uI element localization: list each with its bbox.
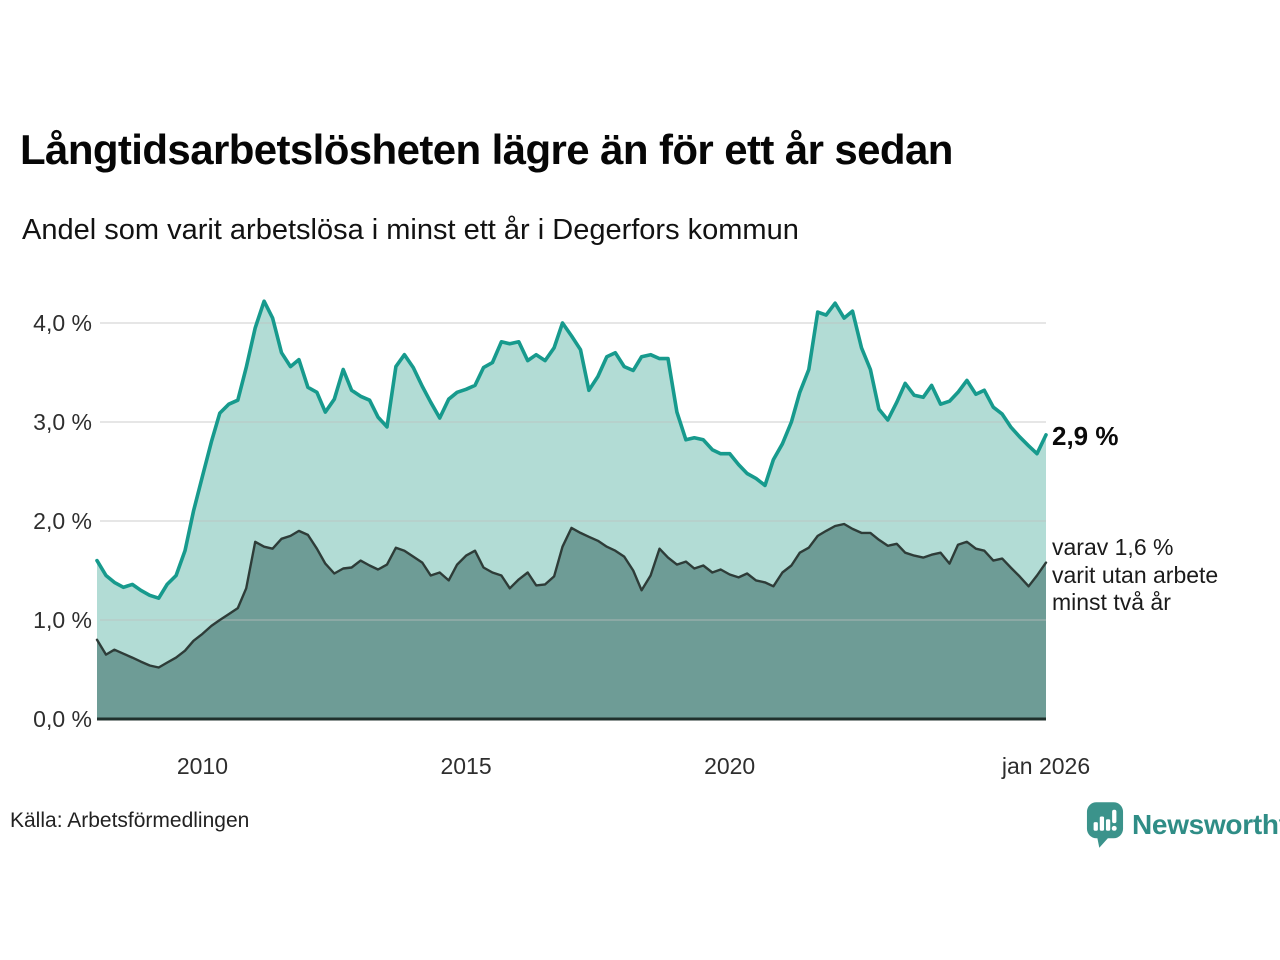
newsworthy-logo[interactable]: Newsworthy bbox=[1086, 801, 1280, 849]
x-tick-label: 2020 bbox=[704, 753, 756, 779]
newsworthy-logo-text: Newsworthy bbox=[1132, 809, 1280, 840]
y-tick-label: 1,0 % bbox=[33, 607, 92, 633]
two-year-area-fill bbox=[97, 524, 1046, 719]
y-tick-label: 0,0 % bbox=[33, 706, 92, 732]
two-year-note-line2: varit utan arbete bbox=[1052, 561, 1219, 588]
two-year-series-note: varav 1,6 % varit utan arbete minst två … bbox=[1052, 534, 1218, 617]
newsworthy-logo-icon bbox=[1086, 802, 1124, 848]
page-title: Långtidsarbetslösheten lägre än för ett … bbox=[20, 126, 953, 173]
x-tick-label: jan 2026 bbox=[1001, 753, 1091, 779]
two-year-note-line1: varav 1,6 % bbox=[1052, 534, 1174, 560]
x-tick-label: 2010 bbox=[176, 753, 229, 779]
total-line bbox=[95, 299, 1048, 600]
y-tick-label: 3,0 % bbox=[33, 409, 92, 435]
y-tick-label: 4,0 % bbox=[33, 310, 92, 336]
source-credit: Källa: Arbetsförmedlingen bbox=[10, 809, 250, 832]
y-tick-label: 2,0 % bbox=[33, 508, 92, 534]
chart-subtitle: Andel som varit arbetslösa i minst ett å… bbox=[22, 214, 799, 246]
two-year-line bbox=[95, 522, 1048, 669]
latest-total-value-label: 2,9 % bbox=[1052, 421, 1119, 451]
two-year-note-line3: minst två år bbox=[1052, 589, 1171, 615]
x-tick-label: 2015 bbox=[440, 753, 492, 779]
